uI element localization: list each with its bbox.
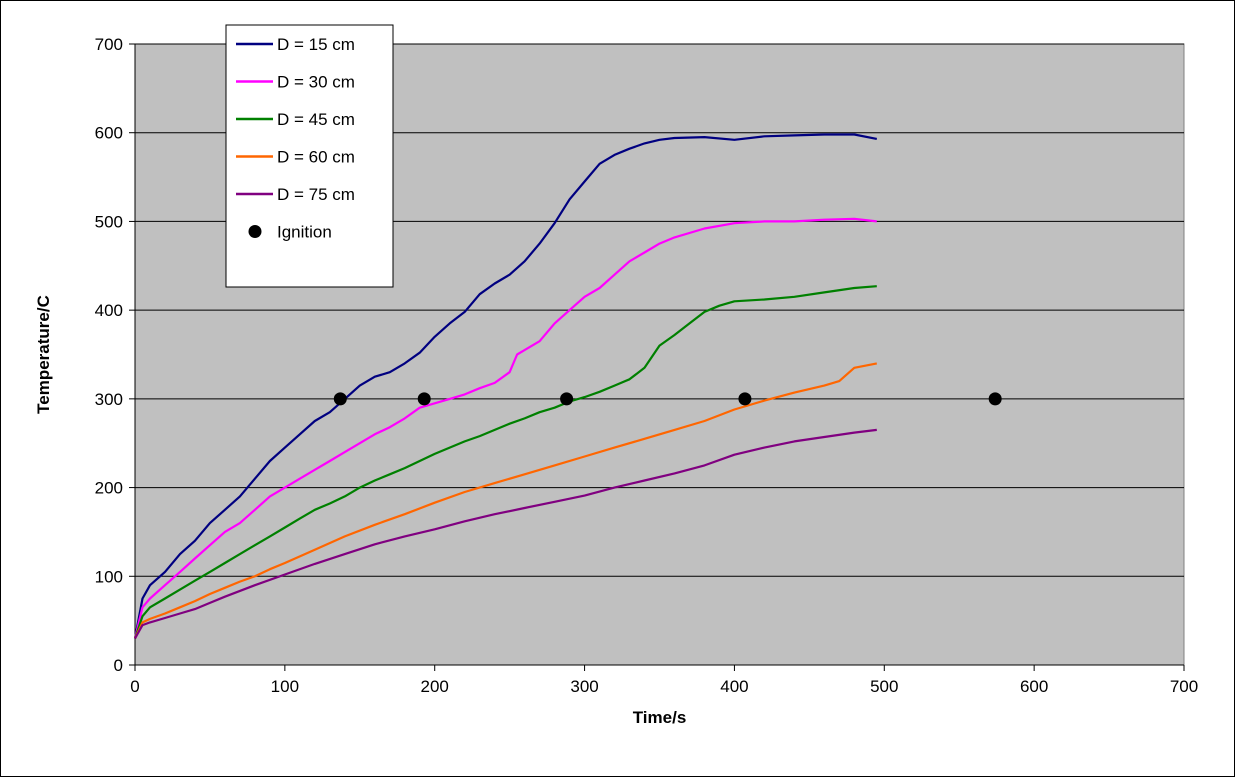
x-tick-label-0: 0 <box>130 677 139 696</box>
x-axis-title: Time/s <box>633 708 687 727</box>
legend-label-1: D = 30 cm <box>277 73 355 92</box>
y-tick-label-7: 700 <box>95 35 123 54</box>
series-line-4 <box>134 428 877 639</box>
y-tick-label-2: 200 <box>95 479 123 498</box>
y-tick-label-1: 100 <box>95 567 123 586</box>
series-line-0 <box>133 133 878 639</box>
series-line-3 <box>134 362 878 639</box>
ignition-markers <box>333 392 1002 406</box>
series-line-1 <box>133 217 877 639</box>
x-tick-label-7: 700 <box>1170 677 1198 696</box>
legend-label-4: D = 75 cm <box>277 185 355 204</box>
ignition-point-1 <box>417 392 431 406</box>
x-tick-label-2: 200 <box>421 677 449 696</box>
y-tick-label-3: 300 <box>95 390 123 409</box>
y-tick-label-6: 600 <box>95 124 123 143</box>
ignition-point-2 <box>560 392 574 406</box>
x-tick-label-4: 400 <box>720 677 748 696</box>
legend-label-3: D = 60 cm <box>277 148 355 167</box>
axes: 0 100 200 300 400 500 600 700 0 100 200 300 400 500 60… <box>95 35 1199 696</box>
ignition-point-4 <box>988 392 1002 406</box>
legend-swatch-ignition <box>248 225 262 238</box>
x-tick-label-6: 600 <box>1020 677 1048 696</box>
legend: D = 15 cm D = 30 cm D = 45 cm D = 60 cm D = … <box>225 24 394 288</box>
series-lines <box>133 133 878 639</box>
ignition-point-0 <box>333 392 347 406</box>
x-tick-label-3: 300 <box>570 677 598 696</box>
y-tick-label-0: 0 <box>114 656 123 675</box>
ignition-point-3 <box>738 392 752 406</box>
legend-label-ignition: Ignition <box>277 223 332 242</box>
x-tick-label-1: 100 <box>271 677 299 696</box>
y-tick-label-4: 400 <box>95 301 123 320</box>
y-axis-title: Temperature/C <box>34 295 53 414</box>
x-tick-label-5: 500 <box>870 677 898 696</box>
legend-label-0: D = 15 cm <box>277 35 355 54</box>
legend-label-2: D = 45 cm <box>277 110 355 129</box>
y-tick-label-5: 500 <box>95 212 123 231</box>
series-line-2 <box>133 285 877 639</box>
